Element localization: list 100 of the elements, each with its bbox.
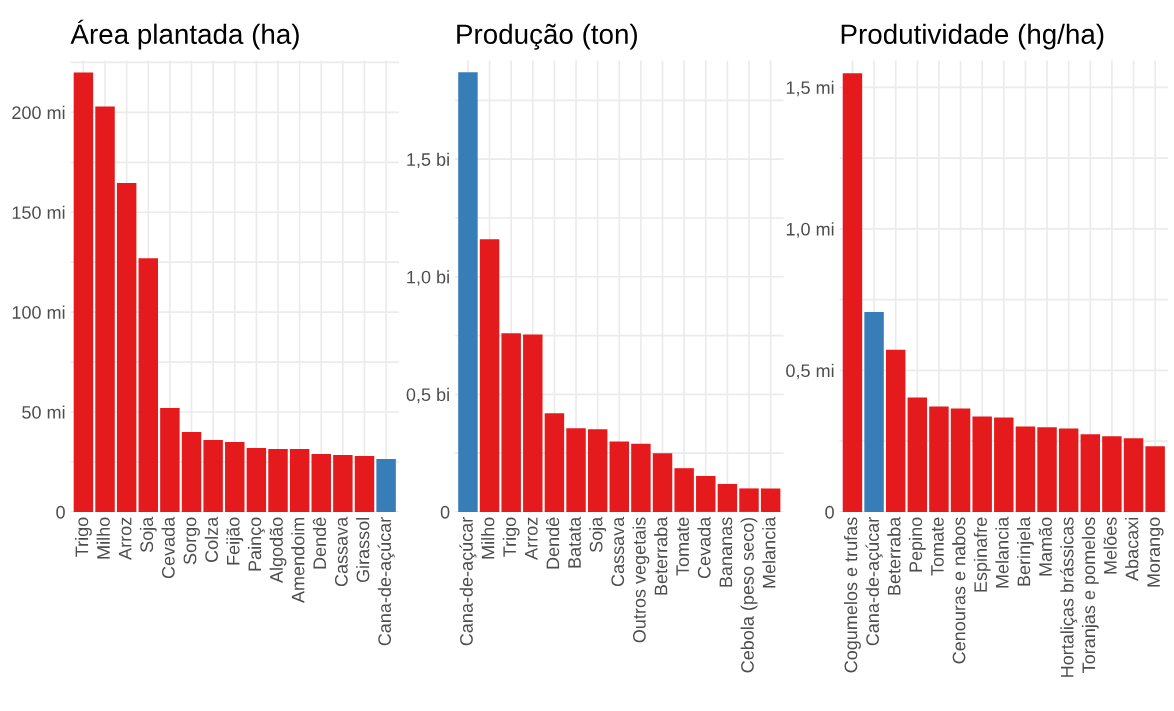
bar: [523, 334, 543, 512]
x-tick-label: Morango: [1147, 517, 1164, 587]
x-tick-label: Milho: [96, 517, 110, 559]
x-tick-label: Toranjas e pomelos: [1081, 517, 1099, 673]
bar: [994, 417, 1014, 512]
bar: [609, 441, 630, 512]
y-tick-label: 100 mi: [12, 305, 65, 319]
x-tick-label: Dendê: [545, 517, 560, 569]
bar: [674, 468, 694, 512]
x-tick-label: Cenouras e nabos: [952, 517, 966, 664]
y-tick-label: 0,5 bi: [406, 387, 449, 404]
bar: [225, 442, 245, 512]
bar: [631, 443, 651, 512]
x-tick-label: Cebola (peso seco): [740, 517, 758, 673]
x-tick-label: Melões: [1103, 517, 1117, 574]
x-tick-label: Cana-de-açúcar: [865, 517, 883, 646]
y-tick-label: 1,5 mi: [786, 80, 834, 97]
y-tick-label: 0,5 mi: [786, 363, 834, 380]
bar: [652, 453, 673, 512]
x-tick-label: Pepino: [908, 517, 926, 572]
x-tick-label: Girassol: [356, 517, 370, 583]
bar: [311, 453, 331, 512]
x-tick-label: Soja: [589, 516, 607, 553]
y-tick-label: 0: [440, 505, 450, 519]
x-tick-label: Cana-de-açúcar: [459, 517, 477, 646]
x-tick-label: Tomate: [676, 517, 689, 576]
bar: [268, 448, 288, 512]
bar: [950, 408, 971, 512]
bar: [972, 416, 992, 512]
bar: [717, 483, 738, 512]
x-tick-label: Arroz: [525, 517, 538, 560]
bar: [181, 432, 202, 512]
bar: [73, 72, 94, 512]
x-tick-label: Dendê: [312, 517, 327, 569]
x-tick-label: Arroz: [118, 517, 132, 560]
x-tick-label: Abacaxi: [1125, 517, 1139, 581]
bar: [864, 312, 884, 512]
bar: [1015, 426, 1036, 512]
x-tick-label: Cana-de-açúcar: [377, 517, 395, 646]
x-tick-label: Milho: [481, 517, 495, 559]
bar: [501, 333, 521, 512]
x-tick-label: Espinafre: [973, 517, 991, 592]
chart-title: Produtividade (hg/ha): [841, 23, 1104, 50]
x-tick-label: Cevada: [161, 516, 175, 579]
x-tick-label: Berinjela: [1017, 516, 1034, 586]
x-tick-label: Beterraba: [887, 516, 901, 595]
bar: [138, 258, 159, 512]
y-tick-label: 1,0 bi: [407, 270, 449, 286]
bar: [907, 397, 928, 512]
chart-title: Produção (ton): [457, 23, 637, 50]
x-tick-label: Batata: [568, 516, 581, 568]
y-tick-label: 1,0 mi: [786, 222, 834, 238]
x-tick-label: Painço: [247, 517, 265, 571]
x-tick-label: Sorgo: [183, 517, 200, 565]
x-tick-label: Outros vegetais: [632, 517, 650, 643]
bar: [885, 349, 906, 512]
x-tick-label: Feijão: [226, 517, 244, 565]
x-tick-label: Cevada: [697, 516, 711, 579]
bar: [1102, 436, 1122, 512]
y-tick-label: 0: [56, 505, 65, 519]
bar: [842, 73, 863, 512]
x-tick-label: Trigo: [75, 517, 92, 557]
x-tick-label: Cassava: [611, 516, 625, 587]
bar: [566, 428, 586, 512]
x-tick-label: Colza: [204, 516, 218, 563]
x-tick-label: Trigo: [502, 517, 520, 557]
bar: [160, 408, 180, 512]
x-tick-label: Cassava: [334, 516, 348, 587]
bar: [116, 183, 137, 512]
bar: [1058, 428, 1079, 512]
x-tick-label: Melancia: [762, 516, 776, 588]
bar: [333, 454, 353, 512]
x-tick-label: Tomate: [931, 517, 944, 576]
bar: [289, 448, 310, 512]
bar: [458, 72, 478, 512]
x-tick-label: Soja: [139, 516, 157, 553]
x-tick-label: Bananas: [719, 517, 733, 587]
x-tick-label: Beterraba: [654, 516, 668, 595]
x-tick-label: Hortaliças brássicas: [1060, 517, 1078, 677]
x-tick-label: Algodão: [269, 517, 287, 583]
x-tick-label: Mamão: [1038, 517, 1052, 576]
bar: [1145, 446, 1165, 512]
y-tick-label: 150 mi: [12, 205, 65, 219]
x-tick-label: Cogumelos e trufas: [844, 517, 861, 673]
bar: [1123, 438, 1144, 512]
y-tick-label: 0: [825, 505, 834, 519]
bar: [246, 447, 267, 512]
bar: [739, 488, 759, 512]
bar: [1080, 434, 1101, 512]
bar: [760, 488, 781, 512]
bar: [203, 440, 223, 512]
x-tick-label: Amendoim: [291, 517, 305, 604]
bar: [1037, 427, 1057, 512]
bar: [696, 475, 716, 512]
y-tick-label: 50 mi: [22, 405, 65, 419]
bar: [95, 106, 115, 512]
bar: [376, 458, 396, 512]
chart-title: Área plantada (ha): [70, 19, 299, 50]
y-tick-label: 1,5 bi: [407, 152, 449, 169]
bar: [587, 429, 608, 512]
